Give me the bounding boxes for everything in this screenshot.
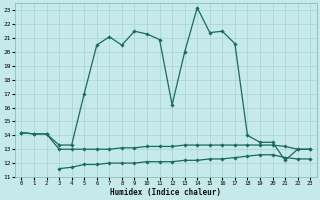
X-axis label: Humidex (Indice chaleur): Humidex (Indice chaleur) — [110, 188, 221, 197]
